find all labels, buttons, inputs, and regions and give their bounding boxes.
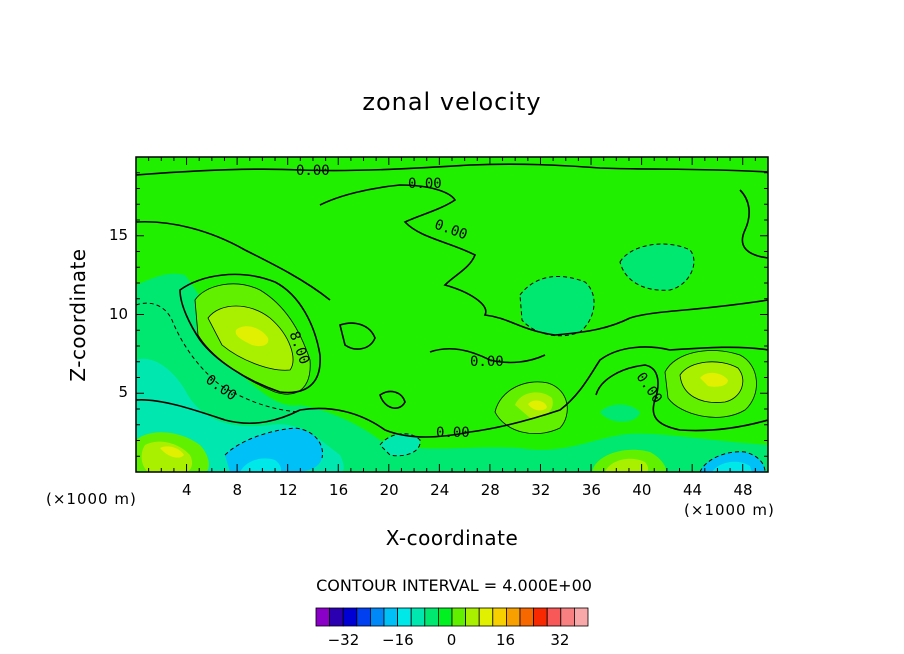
- x-tick-label: 28: [480, 481, 500, 499]
- negative-contours: [136, 243, 766, 472]
- contour-neg-left: [136, 302, 301, 413]
- x-tick-label: 8: [232, 481, 243, 499]
- contour-neg-mid: [379, 433, 421, 457]
- band-low-mid: [600, 404, 640, 422]
- y-tick-label: 15: [109, 225, 129, 244]
- x-tick-label: 44: [682, 481, 703, 499]
- contour-zero-left: [179, 273, 321, 394]
- contour-zero-upper: [319, 184, 768, 336]
- x-tick-label: 36: [581, 481, 601, 499]
- band-low-upper: [520, 276, 595, 336]
- band-min-left: [225, 428, 323, 472]
- x-tick-label: 48: [733, 481, 753, 499]
- band-max-center: [528, 400, 547, 411]
- axis-ticks: [136, 157, 768, 472]
- y-tick-label: 5: [118, 383, 129, 402]
- colorbar-swatch: [560, 607, 575, 627]
- contour-pos-left: [194, 283, 311, 395]
- zero-contours: [136, 163, 768, 438]
- colorbar-swatch: [492, 607, 507, 627]
- colorbar-swatch: [574, 607, 589, 627]
- contour-pos-center: [494, 381, 568, 435]
- positive-contours: [194, 283, 757, 435]
- x-tick-label: 40: [632, 481, 652, 499]
- colorbar-swatch: [546, 607, 562, 627]
- contour-zero-island2: [379, 390, 406, 409]
- y-tick-label: 10: [109, 304, 129, 323]
- x-tick-label: 20: [379, 481, 399, 499]
- colorbar-tick-label: 32: [550, 631, 570, 649]
- band-min-bottom2: [712, 461, 752, 472]
- contour-label: 0.00: [296, 163, 330, 179]
- colorbar-swatch: [424, 607, 439, 627]
- colorbar-swatch: [315, 607, 331, 627]
- contour-neg-bottom2: [699, 451, 766, 472]
- colorbar-swatch: [410, 607, 426, 627]
- band-min-bottom: [240, 458, 282, 472]
- colorbar-swatch: [397, 607, 412, 627]
- colorbar-tick-label: −16: [382, 631, 414, 649]
- colorbar-swatch: [383, 607, 399, 627]
- contour-zero-island: [339, 322, 376, 350]
- contour-label: 0.00: [436, 425, 470, 441]
- contour-neg-upper: [519, 275, 595, 337]
- band-low-lower: [136, 273, 768, 472]
- contour-zero-leftmid: [136, 220, 331, 301]
- colorbar-swatch: [451, 607, 467, 627]
- band-peak-bottomright: [605, 458, 649, 472]
- colorbar-tick-label: −32: [327, 631, 360, 649]
- contour-label: 0.00: [408, 176, 442, 192]
- colorbar-swatch: [342, 607, 358, 627]
- x-tick-label: 16: [329, 481, 349, 499]
- band-low-right: [620, 243, 694, 291]
- colorbar-tick-label: 0: [446, 631, 457, 649]
- contour-pos-peak-left: [207, 305, 294, 371]
- band-max-right: [700, 372, 728, 387]
- band-max-bottomleft: [160, 446, 184, 458]
- x-unit-label-right: (×1000 m): [684, 501, 775, 519]
- y-axis-label: Z-coordinate: [66, 248, 90, 382]
- colorbar-swatch: [533, 607, 548, 627]
- x-tick-label: 12: [278, 481, 298, 499]
- colorbar: [315, 607, 589, 627]
- colorbar-swatch: [505, 607, 521, 627]
- x-unit-label: (×1000 m): [46, 490, 137, 508]
- contour-label: 0.00: [470, 354, 504, 370]
- contour-interval-text: CONTOUR INTERVAL = 4.000E+00: [316, 576, 592, 595]
- x-tick-label: 4: [181, 481, 192, 499]
- contour-pos-right: [664, 350, 757, 418]
- band-max-left: [235, 326, 269, 347]
- contour-field: [136, 157, 768, 472]
- colorbar-swatch: [465, 607, 480, 627]
- contour-zero-center: [429, 347, 546, 364]
- colorbar-swatch: [437, 607, 453, 627]
- colorbar-swatch: [356, 607, 371, 627]
- colorbar-swatch: [519, 607, 535, 627]
- band-peak-bottomleft: [141, 441, 193, 472]
- x-tick-label: 32: [531, 481, 551, 499]
- contour-zero-lowerleft: [136, 346, 768, 438]
- contour-pos-peak-right: [679, 361, 744, 403]
- colorbar-swatch: [478, 607, 494, 627]
- chart-title: zonal velocity: [362, 88, 542, 116]
- contour-zero-righttop: [739, 189, 768, 259]
- contour-zero-top: [136, 163, 768, 176]
- colorbar-tick-label: 16: [496, 631, 516, 649]
- contour-neg-right: [619, 243, 695, 291]
- colorbar-swatch: [329, 607, 344, 627]
- contour-zero-right: [595, 364, 768, 432]
- x-axis-label: X-coordinate: [385, 526, 519, 550]
- band-min-center: [380, 433, 421, 456]
- x-tick-label: 24: [430, 481, 450, 499]
- colorbar-swatch: [369, 607, 385, 627]
